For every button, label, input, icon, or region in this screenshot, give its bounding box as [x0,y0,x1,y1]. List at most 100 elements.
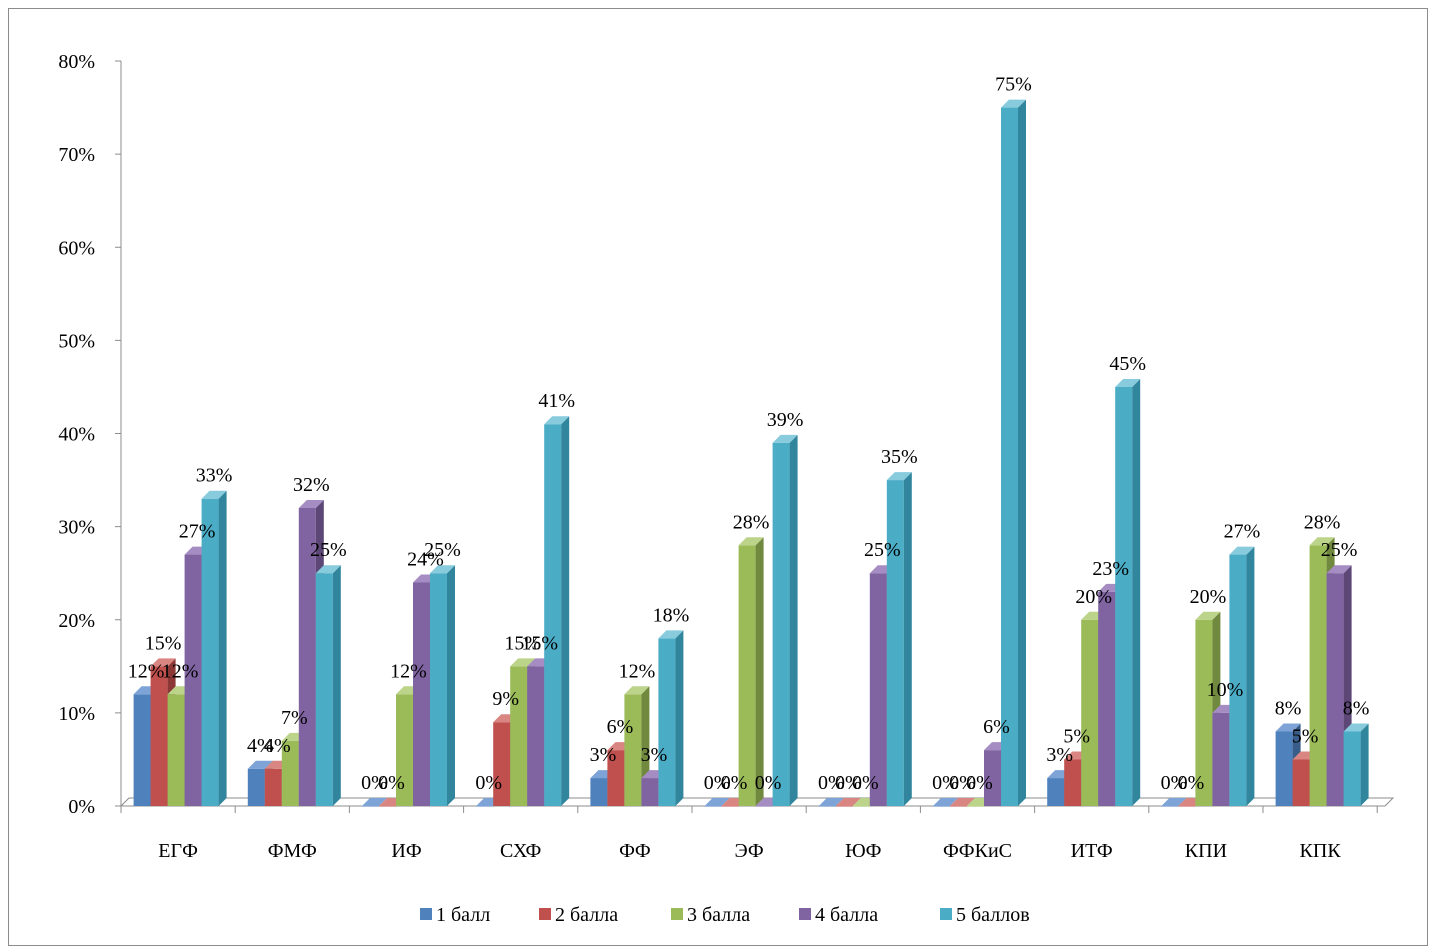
bar [379,806,396,807]
bar [1212,712,1230,806]
bar [950,806,967,807]
bar [1343,731,1361,806]
bar-top [1326,565,1352,574]
bar [721,806,739,807]
data-label: 15% [521,632,558,654]
bar [201,498,219,806]
data-label: 8% [1343,698,1370,720]
legend-swatch [799,908,811,920]
x-tick-label: ЮФ [845,840,881,862]
data-label: 12% [128,660,165,682]
data-label: 27% [179,521,216,543]
data-label: 15% [504,632,541,654]
data-label: 0% [361,772,388,794]
data-label: 27% [1224,521,1261,543]
y-tick-label: 70% [58,144,95,166]
data-label: 5% [1063,725,1090,747]
data-label: 0% [475,772,502,794]
bar [624,694,642,806]
x-tick-label: ФФКиС [943,840,1012,862]
bar-top [1309,537,1335,546]
data-label: 75% [995,74,1032,96]
x-tick-label: КПИ [1185,840,1227,862]
bar-top [658,630,684,639]
bar-top [950,798,975,806]
x-tick-label: ИФ [391,840,421,862]
data-label: 41% [538,390,575,412]
legend-label: 4 балла [815,904,878,926]
legend-label: 1 балл [436,904,490,926]
bar-side [789,434,798,806]
data-label: 0% [818,772,845,794]
bar-top [933,798,958,806]
bar [510,666,528,806]
x-tick-label: ИТФ [1071,840,1113,862]
bar [1115,386,1133,806]
bar [641,778,659,806]
bar [984,750,1001,806]
x-tick-label: СХФ [500,840,541,862]
data-label: 0% [932,772,959,794]
legend-label: 3 балла [687,904,750,926]
data-label: 8% [1275,698,1302,720]
bar-top [835,798,861,806]
x-tick-label: ФФ [619,840,651,862]
bar [264,768,282,806]
data-label: 4% [264,735,291,757]
bar-top [738,537,764,546]
data-label: 9% [492,688,519,710]
data-label: 12% [162,660,199,682]
y-tick-label: 40% [58,424,95,446]
bar [658,638,676,806]
bar [315,573,333,806]
bar [1098,591,1116,806]
chart-frame [8,8,1428,946]
data-label: 0% [755,772,782,794]
x-tick-label: КПК [1300,840,1342,862]
bar-side [218,490,227,806]
data-label: 5% [1292,725,1319,747]
data-label: 39% [767,409,804,431]
bar-side [1360,723,1369,806]
bar [1081,619,1099,806]
data-label: 20% [1190,586,1227,608]
bar [1275,731,1293,806]
bar-top [1161,798,1187,806]
bar-top [1229,546,1255,555]
data-label: 0% [1161,772,1188,794]
y-tick-label: 20% [58,610,95,632]
bar-top [362,798,387,806]
bar [1001,107,1018,806]
data-label: 6% [983,716,1010,738]
data-label: 10% [1207,679,1244,701]
bar-top [1115,378,1141,387]
data-label: 24% [407,549,444,571]
data-label: 25% [864,539,901,561]
data-label: 0% [378,772,405,794]
bar-side [1018,99,1026,806]
bar [362,806,379,807]
data-label: 20% [1075,586,1112,608]
data-label: 18% [653,604,690,626]
y-tick-label: 60% [58,237,95,259]
bar [704,806,722,807]
data-label: 0% [949,772,976,794]
bar [430,573,447,806]
data-label: 12% [619,660,656,682]
x-tick-label: ЕГФ [158,840,198,862]
bar [1178,806,1196,807]
bar [1309,545,1327,806]
bar [1292,759,1310,806]
data-label: 23% [1092,558,1129,580]
bar-top [624,686,650,695]
data-label: 0% [704,772,731,794]
bar-side [755,537,764,806]
data-label: 25% [424,539,461,561]
bar-side [1246,546,1255,806]
data-label: 28% [733,511,770,533]
bar-top [1343,723,1369,732]
bar-side [561,416,570,806]
bar-top [430,565,455,574]
bar [1047,778,1065,806]
